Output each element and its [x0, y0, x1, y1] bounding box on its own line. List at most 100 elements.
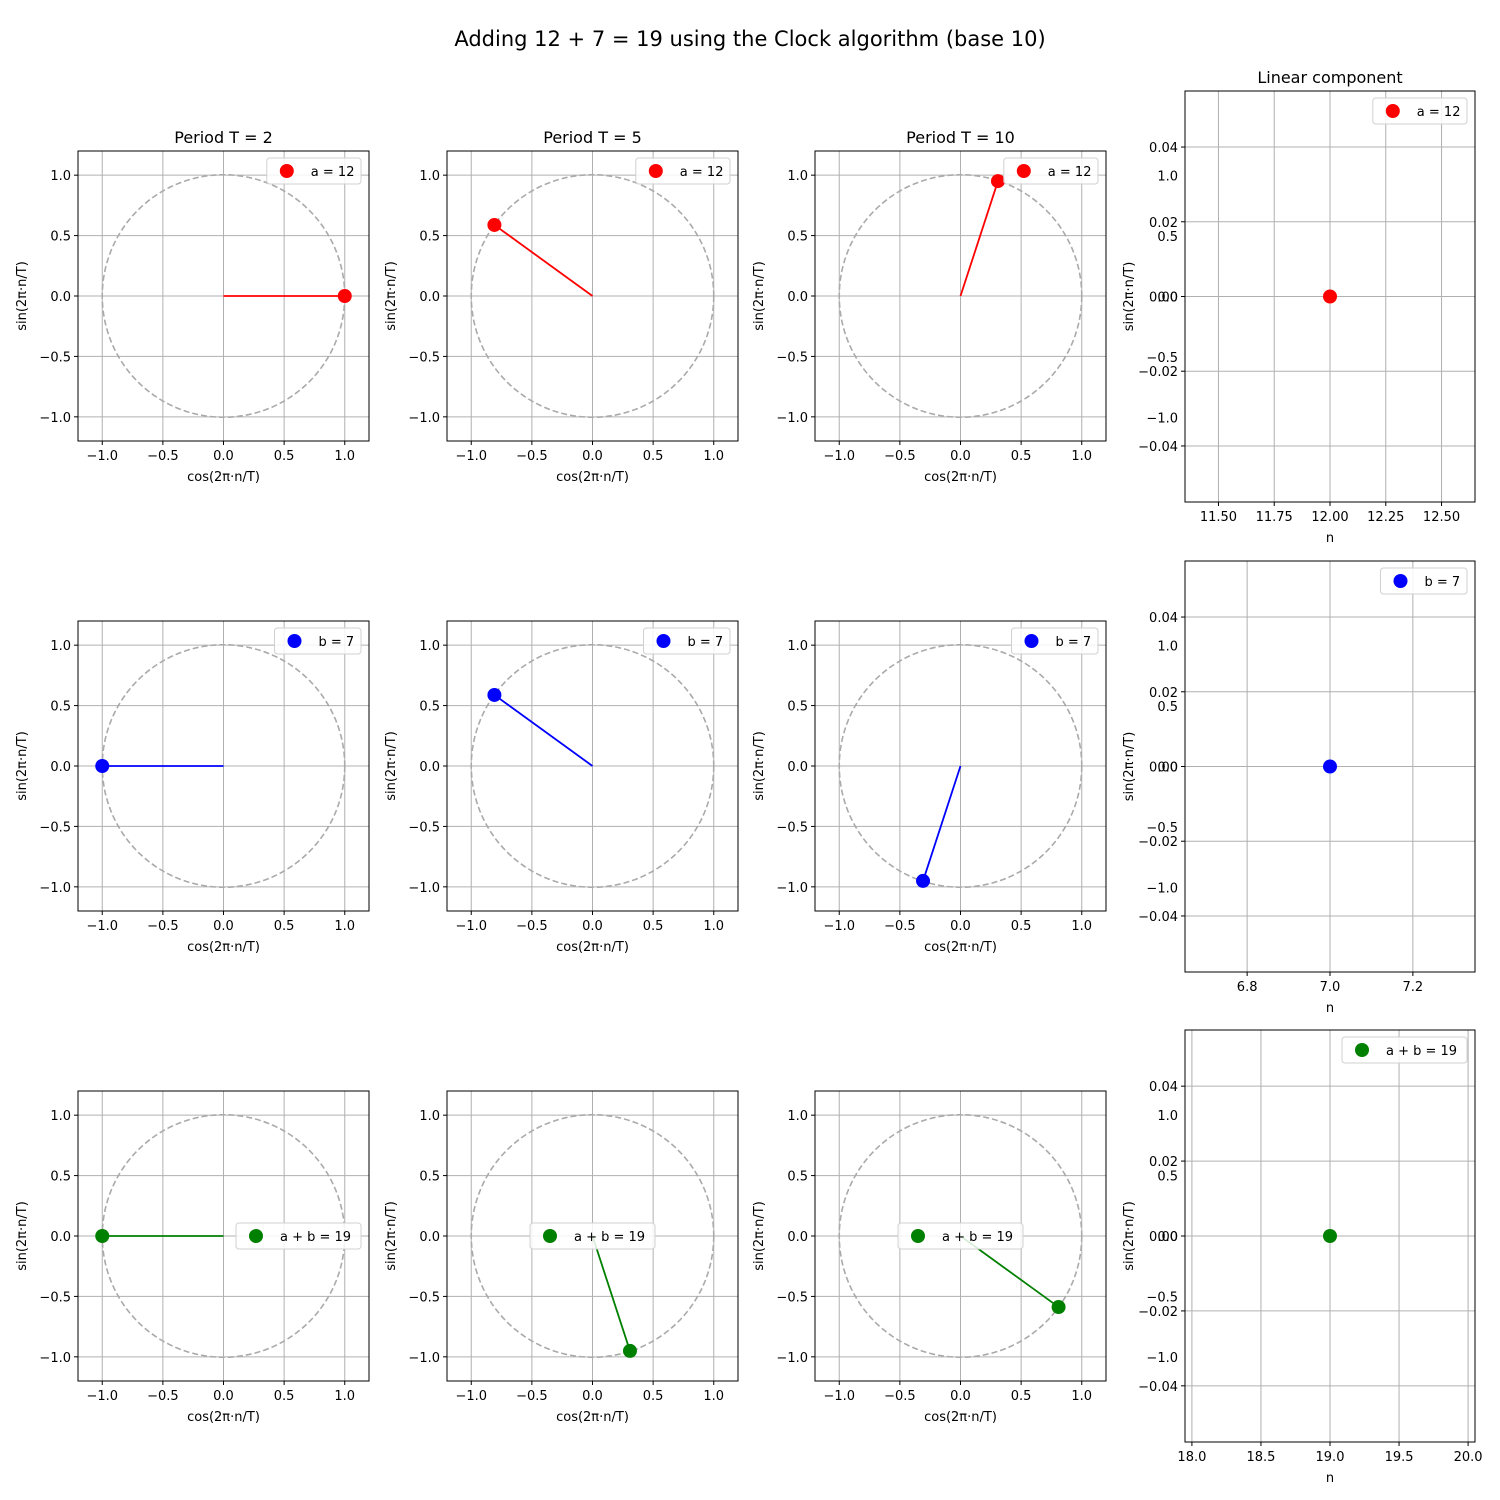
x-tick-label: −1.0 [86, 449, 118, 464]
y-tick-label: 0.00 [1149, 1230, 1178, 1245]
y-tick-label: 0.0 [50, 290, 71, 305]
subplot-r1-c1: −1.0 −0.5 0.0 0.5 1.0 −1.0 −0.5 0.0 0.5 1.0 cos(2π… [384, 620, 739, 955]
y-tick-label: 0.0 [787, 760, 808, 775]
clock-hand-line [591, 1235, 631, 1352]
subplot-r1-c0: −1.0 −0.5 0.0 0.5 1.0 −1.0 −0.5 0.0 0.5 1.0 cos(2π… [15, 620, 370, 955]
y-tick-label: −1.0 [39, 411, 71, 426]
y-tick-label: 0.5 [50, 230, 71, 245]
y-tick-label-overlay: −0.5 [1146, 821, 1178, 836]
y-tick-label: 0.5 [419, 230, 440, 245]
legend: b = 7 [1011, 627, 1099, 655]
legend: a + b = 19 [235, 1222, 362, 1250]
y-tick-label: −0.02 [1138, 1305, 1178, 1320]
y-tick-label: −0.02 [1138, 835, 1178, 850]
y-tick-label: 0.0 [787, 290, 808, 305]
y-tick-label: 0.5 [787, 1170, 808, 1185]
y-tick-label-overlay: 0.0 [1157, 1230, 1178, 1245]
data-point [95, 759, 110, 773]
subplot-r2-c2: −1.0 −0.5 0.0 0.5 1.0 −1.0 −0.5 0.0 0.5 1.0 cos(2π… [752, 1090, 1107, 1425]
x-tick-label: 18.0 [1177, 1450, 1206, 1465]
x-axis-label: cos(2π·n/T) [924, 470, 997, 485]
y-axis-label: sin(2π·n/T) [1122, 262, 1137, 332]
y-tick-label: −0.02 [1138, 365, 1178, 380]
y-tick-label: −0.5 [408, 820, 440, 835]
y-tick-label: −1.0 [776, 1351, 808, 1366]
legend-marker [1024, 634, 1039, 648]
legend: a + b = 19 [1341, 1036, 1468, 1064]
x-tick-label: 7.2 [1403, 980, 1424, 995]
x-tick-label: 0.5 [1011, 919, 1032, 934]
legend-marker [249, 1229, 263, 1243]
y-tick-label: −0.04 [1138, 440, 1178, 455]
clock-hand-line [493, 224, 594, 297]
x-tick-label: 1.0 [334, 449, 355, 464]
clock-hand-line [493, 694, 594, 767]
x-tick-label: −0.5 [884, 1389, 916, 1404]
x-tick-label: 1.0 [334, 919, 355, 934]
legend-marker [1016, 164, 1031, 178]
subplot-r1-c3: 6.8 7.0 7.2 −0.04 −0.02 0.00 0.02 0.04 −1.0 −0.5 0… [1122, 560, 1476, 1016]
y-axis-label: sin(2π·n/T) [15, 731, 30, 801]
x-tick-label: −0.5 [516, 1389, 548, 1404]
y-tick-label-overlay: 0.0 [1157, 761, 1178, 776]
legend-label: a = 12 [1417, 105, 1461, 120]
legend-label: a = 12 [1048, 165, 1092, 180]
x-tick-label: −1.0 [455, 449, 487, 464]
y-tick-label: 0.02 [1149, 216, 1178, 231]
y-tick-label: 1.0 [50, 639, 71, 654]
subplot-title: Period T = 10 [906, 128, 1015, 147]
legend-label: b = 7 [1425, 575, 1461, 590]
x-tick-label: 18.5 [1246, 1450, 1275, 1465]
subplot-r0-c1: −1.0 −0.5 0.0 0.5 1.0 −1.0 −0.5 0.0 0.5 1.0 cos(2π… [384, 128, 739, 485]
legend-marker [1355, 1043, 1369, 1057]
y-tick-label-overlay: −1.0 [1146, 412, 1178, 427]
legend-marker [279, 164, 294, 178]
subplot-r2-c3: 18.0 18.5 19.0 19.5 20.0−0.04−0.020.000.020.… [1122, 1029, 1483, 1486]
y-tick-label-overlay: 1.0 [1157, 640, 1178, 655]
y-tick-label: 1.0 [50, 169, 71, 184]
data-point [622, 1343, 637, 1358]
x-tick-label: 12.50 [1423, 510, 1460, 525]
y-tick-label: 0.5 [419, 1170, 440, 1185]
y-tick-label: −1.0 [39, 881, 71, 896]
y-tick-label-overlay: −1.0 [1146, 882, 1178, 897]
unit-circle [838, 173, 1083, 419]
y-axis-label: sin(2π·n/T) [15, 261, 30, 331]
y-tick-label: 0.5 [50, 700, 71, 715]
y-axis-label: sin(2π·n/T) [384, 731, 399, 801]
data-point [487, 217, 502, 232]
y-axis-label: sin(2π·n/T) [384, 261, 399, 331]
subplot-r2-c1: −1.0 −0.5 0.0 0.5 1.0 −1.0 −0.5 0.0 0.5 1.0 cos(2π… [384, 1090, 739, 1425]
x-tick-label: 0.5 [274, 1389, 295, 1404]
y-tick-label: 1.0 [419, 169, 440, 184]
x-tick-label: 6.8 [1237, 980, 1258, 995]
data-point [1323, 759, 1337, 774]
legend-marker [287, 634, 302, 648]
y-tick-label: −0.5 [39, 1290, 71, 1305]
data-point [916, 873, 931, 888]
x-tick-label: −0.5 [147, 1389, 179, 1404]
data-point [487, 687, 502, 702]
subplot-title: Period T = 2 [174, 128, 273, 147]
x-tick-label: 0.0 [950, 1389, 971, 1404]
x-tick-label: 0.5 [274, 919, 295, 934]
x-tick-label: 20.0 [1454, 1450, 1483, 1465]
legend: a = 12 [1003, 157, 1099, 185]
x-axis-label: cos(2π·n/T) [924, 940, 997, 955]
x-tick-label: −1.0 [455, 1389, 487, 1404]
x-tick-label: −0.5 [516, 919, 548, 934]
y-tick-label: 0.5 [787, 700, 808, 715]
y-tick-label-overlay: −1.0 [1146, 1351, 1178, 1366]
y-tick-label: 0.5 [50, 1170, 71, 1185]
x-tick-label: 0.5 [1011, 449, 1032, 464]
legend-box [635, 157, 731, 185]
y-tick-label: −0.5 [39, 350, 71, 365]
x-axis-label: cos(2π·n/T) [556, 470, 629, 485]
subplot-title: Period T = 5 [543, 128, 642, 147]
y-tick-label: −1.0 [776, 881, 808, 896]
y-tick-label: 1.0 [787, 1109, 808, 1124]
legend-marker [656, 634, 671, 648]
legend-box [235, 1222, 362, 1250]
y-tick-label-overlay: 0.0 [1157, 291, 1178, 306]
